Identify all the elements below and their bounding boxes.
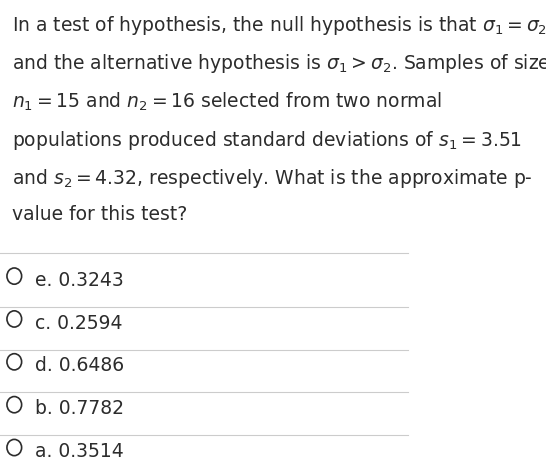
Text: and $s_2 = 4.32$, respectively. What is the approximate p-: and $s_2 = 4.32$, respectively. What is … bbox=[12, 167, 533, 190]
Text: and the alternative hypothesis is $\sigma_1 > \sigma_2$. Samples of sizes: and the alternative hypothesis is $\sigm… bbox=[12, 52, 546, 75]
Text: b. 0.7782: b. 0.7782 bbox=[35, 399, 124, 418]
Text: c. 0.2594: c. 0.2594 bbox=[35, 313, 122, 332]
Text: $n_1 = 15$ and $n_2 = 16$ selected from two normal: $n_1 = 15$ and $n_2 = 16$ selected from … bbox=[12, 90, 442, 113]
Text: value for this test?: value for this test? bbox=[12, 205, 187, 224]
Text: d. 0.6486: d. 0.6486 bbox=[35, 357, 124, 375]
Text: populations produced standard deviations of $s_1 = 3.51$: populations produced standard deviations… bbox=[12, 129, 523, 151]
Text: a. 0.3514: a. 0.3514 bbox=[35, 442, 123, 461]
Text: e. 0.3243: e. 0.3243 bbox=[35, 271, 123, 290]
Text: In a test of hypothesis, the null hypothesis is that $\sigma_1 = \sigma_2$: In a test of hypothesis, the null hypoth… bbox=[12, 13, 546, 37]
